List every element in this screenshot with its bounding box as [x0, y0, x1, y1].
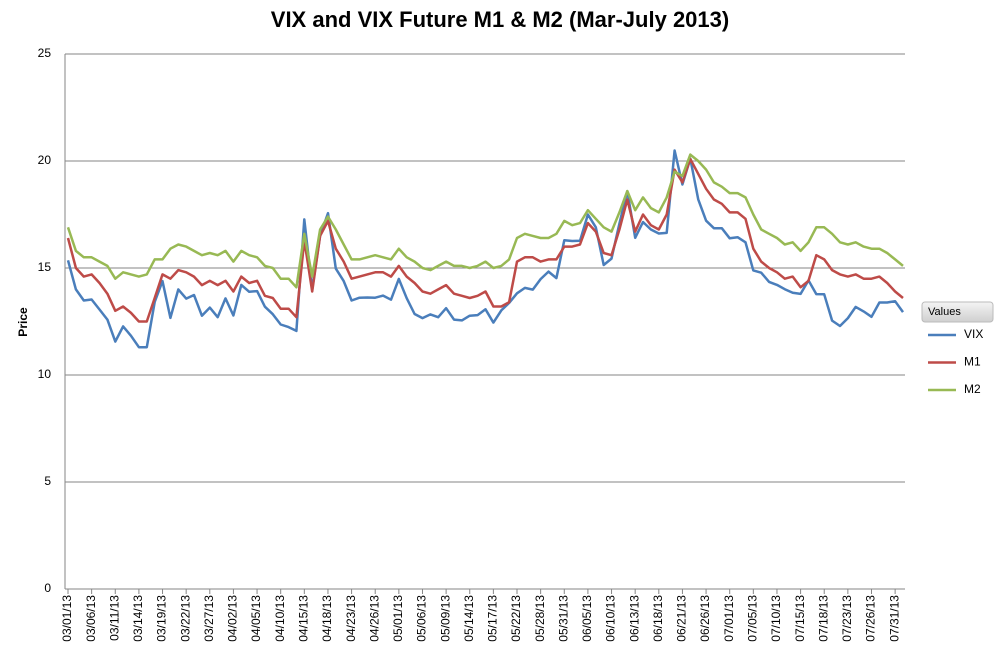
x-tick-label: 05/09/13: [438, 595, 452, 642]
x-tick-label: 05/31/13: [556, 595, 570, 642]
legend-label: VIX: [964, 327, 983, 341]
y-tick-label: 5: [44, 474, 51, 488]
y-tick-label: 10: [38, 367, 52, 381]
legend-label: M2: [964, 382, 981, 396]
y-tick-label: 20: [38, 153, 52, 167]
x-tick-label: 03/19/13: [155, 595, 169, 642]
x-tick-label: 03/11/13: [107, 595, 121, 641]
y-tick-label: 25: [38, 46, 52, 60]
series-line: [66, 153, 904, 289]
y-tick-label: 15: [38, 260, 52, 274]
x-tick-label: 05/01/13: [391, 595, 405, 642]
x-tick-label: 06/26/13: [698, 595, 712, 642]
x-tick-label: 06/10/13: [604, 595, 618, 642]
chart-title: VIX and VIX Future M1 & M2 (Mar-July 201…: [271, 7, 729, 32]
x-tick-label: 04/15/13: [296, 595, 310, 642]
x-tick-label: 04/05/13: [249, 595, 263, 642]
legend-title: Values: [928, 306, 961, 318]
x-tick-label: 07/26/13: [864, 595, 878, 642]
x-tick-label: 07/01/13: [722, 595, 736, 642]
x-tick-label: 03/01/13: [60, 595, 74, 642]
x-tick-label: 03/06/13: [84, 595, 98, 642]
x-tick-label: 07/15/13: [793, 595, 807, 642]
x-tick-label: 07/10/13: [769, 595, 783, 642]
x-tick-label: 03/14/13: [131, 595, 145, 642]
series-line: [66, 149, 905, 349]
x-tick-label: 07/23/13: [840, 595, 854, 642]
x-tick-label: 05/28/13: [533, 595, 547, 642]
x-tick-label: 05/14/13: [462, 595, 476, 642]
series-line: [66, 157, 904, 323]
y-tick-label: 0: [44, 581, 51, 595]
x-tick-label: 04/18/13: [320, 595, 334, 642]
x-tick-label: 05/17/13: [486, 595, 500, 642]
x-tick-label: 06/05/13: [580, 595, 594, 642]
x-tick-label: 03/27/13: [202, 595, 216, 642]
x-tick-label: 04/23/13: [344, 595, 358, 642]
x-tick-label: 06/18/13: [651, 595, 665, 642]
y-axis-label: Price: [16, 307, 30, 337]
x-tick-label: 05/06/13: [415, 595, 429, 642]
x-tick-label: 05/22/13: [509, 595, 523, 642]
x-tick-label: 07/31/13: [887, 595, 901, 642]
x-tick-label: 06/21/13: [675, 595, 689, 642]
x-tick-label: 04/26/13: [367, 595, 381, 642]
x-tick-label: 04/02/13: [226, 595, 240, 642]
x-tick-label: 04/10/13: [273, 595, 287, 642]
x-tick-label: 07/05/13: [746, 595, 760, 642]
x-tick-label: 03/22/13: [178, 595, 192, 642]
x-tick-label: 06/13/13: [627, 595, 641, 642]
legend-header[interactable]: [921, 301, 994, 323]
legend-label: M1: [964, 355, 981, 369]
x-tick-label: 07/18/13: [816, 595, 830, 642]
